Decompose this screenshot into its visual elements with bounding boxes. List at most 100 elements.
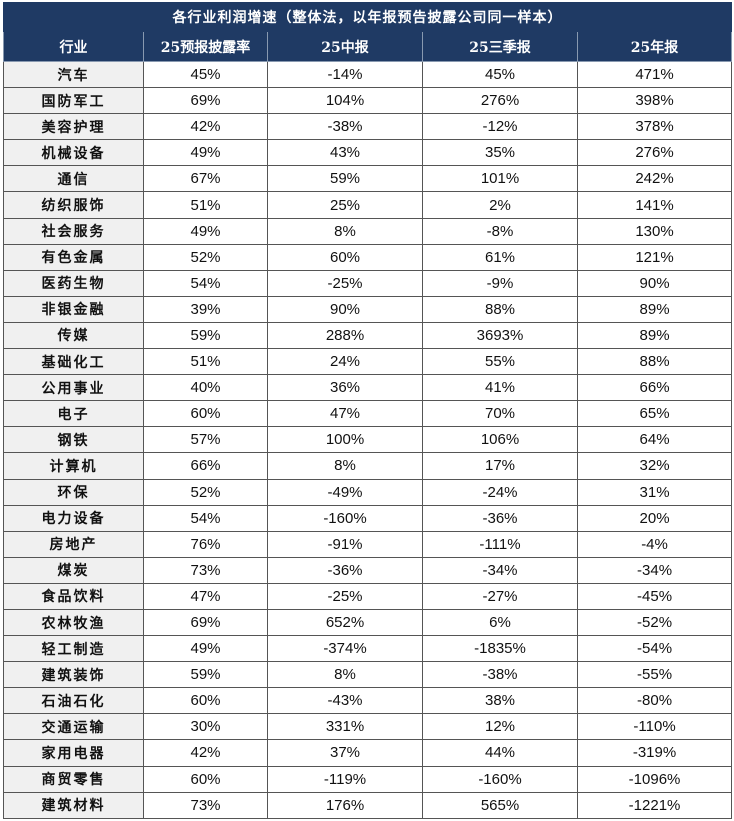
value-cell: 60% [143, 687, 268, 715]
table-row: 轻工制造 49% -374% -1835% -54% [3, 635, 733, 663]
value-cell: -119% [267, 765, 423, 793]
industry-cell: 计算机 [3, 452, 144, 480]
value-cell: 41% [422, 374, 578, 402]
table-row: 石油石化 60% -43% 38% -80% [3, 687, 733, 715]
column-header: 25中报 [267, 31, 423, 62]
value-cell: 60% [143, 400, 268, 428]
value-cell: -160% [267, 504, 423, 532]
value-cell: 89% [576, 321, 733, 350]
value-cell: 43% [267, 139, 423, 167]
table-row: 电力设备 54% -160% -36% 20% [3, 504, 733, 532]
table-row: 医药生物 54% -25% -9% 90% [3, 269, 733, 297]
value-cell: 288% [267, 321, 423, 350]
table-row: 煤炭 73% -36% -34% -34% [3, 556, 733, 584]
value-cell: 90% [576, 269, 733, 297]
value-cell: 66% [143, 452, 268, 480]
value-cell: -49% [267, 478, 423, 506]
industry-cell: 国防军工 [3, 87, 144, 115]
value-cell: 141% [576, 191, 733, 219]
value-cell: 60% [143, 765, 268, 793]
industry-cell: 非银金融 [3, 295, 144, 323]
table-row: 钢铁 57% 100% 106% 64% [3, 426, 733, 454]
value-cell: 331% [267, 713, 423, 741]
industry-cell: 建筑材料 [3, 791, 144, 819]
industry-cell: 纺织服饰 [3, 191, 144, 219]
value-cell: 101% [422, 165, 578, 193]
industry-cell: 社会服务 [3, 217, 144, 245]
industry-cell: 轻工制造 [3, 635, 144, 663]
value-cell: 54% [143, 504, 268, 532]
industry-cell: 交通运输 [3, 713, 144, 741]
value-cell: 69% [143, 87, 268, 115]
value-cell: 37% [267, 739, 423, 767]
table-row: 有色金属 52% 60% 61% 121% [3, 243, 733, 271]
table-row: 房地产 76% -91% -111% -4% [3, 530, 733, 558]
value-cell: 8% [267, 661, 423, 689]
value-cell: -36% [267, 556, 423, 584]
value-cell: 55% [422, 348, 578, 376]
industry-cell: 汽车 [3, 60, 144, 89]
industry-cell: 建筑装饰 [3, 661, 144, 689]
value-cell: 49% [143, 139, 268, 167]
industry-cell: 农林牧渔 [3, 608, 144, 637]
value-cell: -43% [267, 687, 423, 715]
value-cell: 59% [267, 165, 423, 193]
value-cell: 76% [143, 530, 268, 558]
value-cell: 88% [576, 348, 733, 376]
value-cell: 36% [267, 374, 423, 402]
value-cell: -12% [422, 113, 578, 141]
value-cell: 54% [143, 269, 268, 297]
table-row: 纺织服饰 51% 25% 2% 141% [3, 191, 733, 219]
value-cell: 64% [576, 426, 733, 454]
value-cell: -160% [422, 765, 578, 793]
value-cell: 176% [267, 791, 423, 819]
value-cell: 45% [422, 60, 578, 89]
value-cell: 73% [143, 791, 268, 819]
table-row: 汽车 45% -14% 45% 471% [3, 60, 733, 89]
value-cell: 31% [576, 478, 733, 506]
value-cell: -38% [267, 113, 423, 141]
value-cell: 121% [576, 243, 733, 271]
value-cell: 66% [576, 374, 733, 402]
column-header: 25年报 [576, 31, 733, 62]
value-cell: 35% [422, 139, 578, 167]
value-cell: 25% [267, 191, 423, 219]
value-cell: 57% [143, 426, 268, 454]
table-row: 食品饮料 47% -25% -27% -45% [3, 582, 733, 610]
value-cell: -36% [422, 504, 578, 532]
value-cell: 47% [143, 582, 268, 610]
value-cell: -4% [576, 530, 733, 558]
table-row: 环保 52% -49% -24% 31% [3, 478, 733, 506]
value-cell: 90% [267, 295, 423, 323]
value-cell: 32% [576, 452, 733, 480]
table-row: 公用事业 40% 36% 41% 66% [3, 374, 733, 402]
value-cell: -319% [576, 739, 733, 767]
industry-cell: 石油石化 [3, 687, 144, 715]
table-row: 计算机 66% 8% 17% 32% [3, 452, 733, 480]
value-cell: 39% [143, 295, 268, 323]
industry-cell: 机械设备 [3, 139, 144, 167]
value-cell: -24% [422, 478, 578, 506]
table-title: 各行业利润增速（整体法，以年报预告披露公司同一样本） [2, 2, 733, 32]
table-row: 电子 60% 47% 70% 65% [3, 400, 733, 428]
value-cell: 2% [422, 191, 578, 219]
value-cell: 398% [576, 87, 733, 115]
value-cell: 88% [422, 295, 578, 323]
value-cell: 51% [143, 348, 268, 376]
table-row: 家用电器 42% 37% 44% -319% [3, 739, 733, 767]
value-cell: -374% [267, 635, 423, 663]
table-row: 非银金融 39% 90% 88% 89% [3, 295, 733, 323]
value-cell: -55% [576, 661, 733, 689]
value-cell: 67% [143, 165, 268, 193]
header-row: 行业 25预报披露率 25中报 25三季报 25年报 [3, 31, 733, 62]
value-cell: 73% [143, 556, 268, 584]
value-cell: 70% [422, 400, 578, 428]
value-cell: -1221% [576, 791, 733, 819]
table-row: 交通运输 30% 331% 12% -110% [3, 713, 733, 741]
industry-cell: 医药生物 [3, 269, 144, 297]
value-cell: -91% [267, 530, 423, 558]
value-cell: 565% [422, 791, 578, 819]
value-cell: 69% [143, 608, 268, 637]
industry-cell: 食品饮料 [3, 582, 144, 610]
value-cell: 49% [143, 635, 268, 663]
